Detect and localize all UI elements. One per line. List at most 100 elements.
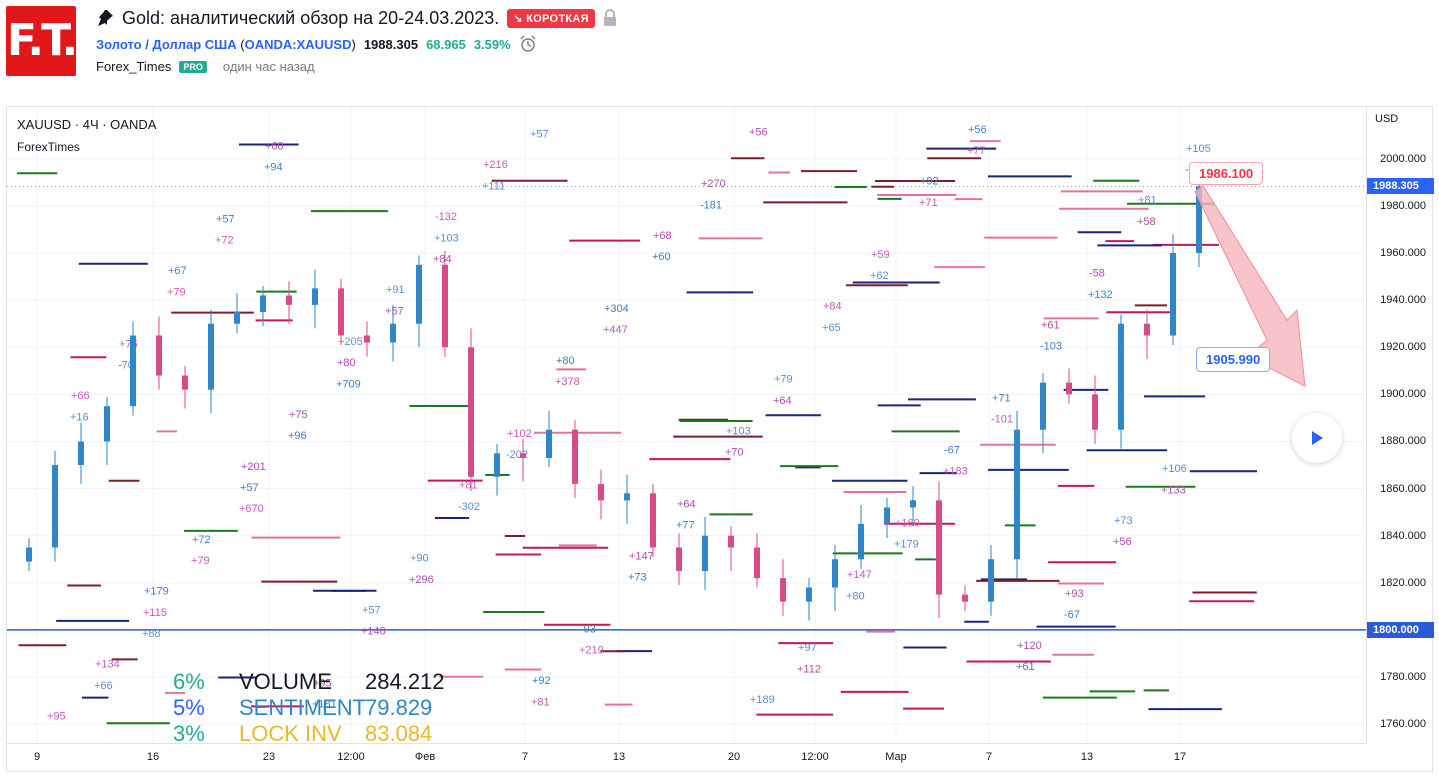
candle-body: [312, 288, 318, 305]
candle-body: [494, 453, 500, 477]
delta-annotation: -101: [991, 414, 1013, 426]
delta-annotation: +75: [289, 409, 308, 421]
delta-annotation: +61: [1016, 661, 1035, 673]
symbol-name[interactable]: Золото / Доллар США: [96, 36, 237, 52]
candle-body: [546, 429, 552, 458]
symbol-change: 68.965: [426, 36, 466, 52]
stat-label: SENTIMENT: [239, 695, 367, 720]
delta-annotation: +65: [822, 322, 841, 334]
time-scale[interactable]: 9 16 23 12:00 Фев 7 13 20 12:00 Мар 7 13 17: [7, 743, 1366, 773]
symbol-code[interactable]: OANDA:XAUUSD: [244, 36, 352, 52]
time-tick-label: 7: [521, 751, 529, 763]
price-tick-label: 1820.000: [1380, 576, 1426, 589]
candle-body: [468, 347, 474, 477]
author-name[interactable]: Forex_Times: [96, 59, 172, 74]
delta-annotation: +91: [386, 284, 405, 296]
delta-annotation: +95: [47, 710, 66, 722]
candle-body: [1170, 253, 1176, 336]
candle-body: [416, 264, 422, 324]
price-tick-label: 1860.000: [1380, 482, 1426, 495]
alert-clock-icon[interactable]: [519, 35, 537, 53]
candle-body: [858, 523, 864, 560]
candle-body: [1144, 323, 1150, 336]
delta-annotation: +181: [312, 699, 337, 711]
delta-annotation: -67: [944, 444, 960, 456]
delta-annotation: +80: [846, 590, 865, 602]
logo-text: F.T.: [6, 15, 78, 66]
candle-body: [572, 429, 578, 484]
delta-annotation: +84: [433, 253, 452, 265]
delta-annotation: +56: [749, 126, 768, 138]
delta-annotation: +296: [409, 574, 434, 586]
chart-legend-symbol[interactable]: XAUUSD · 4Ч · OANDA: [17, 117, 157, 132]
candle-body: [910, 500, 916, 508]
idea-title-row: Gold: аналитический обзор на 20-24.03.20…: [96, 6, 617, 30]
candlestick-chart[interactable]: +95 +179 +201 +205 -132 +92 +147 +103 +84 +92 +120…: [7, 107, 1366, 743]
delta-annotation: +71: [992, 392, 1011, 404]
delta-annotation: +103: [434, 232, 459, 244]
delta-annotation: +160: [895, 517, 920, 529]
pro-badge: PRO: [179, 60, 207, 73]
time-tick-label: Фев: [414, 751, 436, 763]
delta-annotation: +60: [652, 251, 671, 263]
candle-body: [676, 547, 682, 572]
price-scale-currency[interactable]: USD: [1375, 113, 1399, 125]
target-callout-low[interactable]: 1905.990: [1196, 347, 1271, 372]
play-replay-button[interactable]: [1292, 413, 1342, 463]
candle-body: [1092, 394, 1098, 430]
delta-annotation: +270: [701, 178, 726, 190]
time-tick-label: 13: [1080, 751, 1094, 763]
delta-annotation: +56: [1113, 536, 1132, 548]
candle-body: [260, 295, 266, 312]
stat-percent: 5%: [173, 695, 205, 720]
price-tick-label: 1980.000: [1380, 199, 1426, 212]
delta-annotation: +66: [94, 680, 113, 692]
last-price-tag: 1988.305: [1367, 178, 1434, 195]
delta-annotation: +61: [1041, 319, 1060, 331]
delta-annotation: +16: [70, 411, 89, 423]
candle-body: [650, 493, 656, 548]
delta-annotation: +92: [532, 675, 551, 687]
delta-annotation: +79: [774, 374, 793, 386]
delta-annotation: +140: [361, 626, 386, 638]
author-row: Forex_Times PRO один час назад: [96, 59, 315, 74]
chart-frame[interactable]: +95 +179 +201 +205 -132 +92 +147 +103 +84 +92 +120…: [6, 106, 1434, 773]
delta-annotation: +106: [1162, 463, 1187, 475]
symbol-link[interactable]: Золото / Доллар США (OANDA:XAUUSD): [96, 37, 356, 52]
candle-body: [702, 535, 708, 572]
delta-annotation: +77: [676, 520, 695, 532]
price-tick-label: 1920.000: [1380, 341, 1426, 354]
delta-annotation: +73: [628, 571, 647, 583]
delta-annotation: +64: [677, 498, 696, 510]
forex-times-logo[interactable]: F.T.: [6, 6, 78, 76]
candle-body: [936, 500, 942, 595]
candle-body: [130, 335, 136, 407]
delta-annotation: +79: [167, 286, 186, 298]
delta-annotation: +72: [192, 534, 211, 546]
candle-body: [156, 335, 162, 376]
horizontal-level-tag: 1800.000: [1367, 621, 1434, 638]
chart-plot-area[interactable]: +95 +179 +201 +205 -132 +92 +147 +103 +84 +92 +120…: [7, 107, 1366, 743]
delta-annotation: +80: [556, 355, 575, 367]
candle-body: [520, 453, 526, 458]
delta-annotation: +59: [871, 249, 890, 261]
delta-annotation: -181: [700, 199, 722, 211]
delta-annotation: +56: [968, 124, 987, 136]
delta-annotation: +77: [967, 145, 986, 157]
price-tick-label: 1880.000: [1380, 435, 1426, 448]
delta-annotation: +90: [410, 553, 429, 565]
candle-body: [1014, 429, 1020, 560]
delta-annotation: +70: [725, 447, 744, 459]
pin-icon[interactable]: [96, 9, 114, 27]
price-tick-label: 1760.000: [1380, 718, 1426, 731]
candle-body: [52, 465, 58, 548]
time-tick-label: 20: [727, 751, 741, 763]
delta-annotation: -103: [1040, 341, 1062, 353]
time-tick-label: 16: [146, 751, 160, 763]
price-scale[interactable]: USD 2000.000 1980.000 1960.000 1940.000 1920…: [1366, 107, 1434, 743]
delta-annotation: +94: [264, 162, 283, 174]
time-tick-label: 12:00: [337, 751, 365, 763]
delta-annotation: +68: [653, 230, 672, 242]
target-callout-high[interactable]: 1986.100: [1189, 162, 1264, 185]
delta-annotation: +97: [798, 642, 817, 654]
